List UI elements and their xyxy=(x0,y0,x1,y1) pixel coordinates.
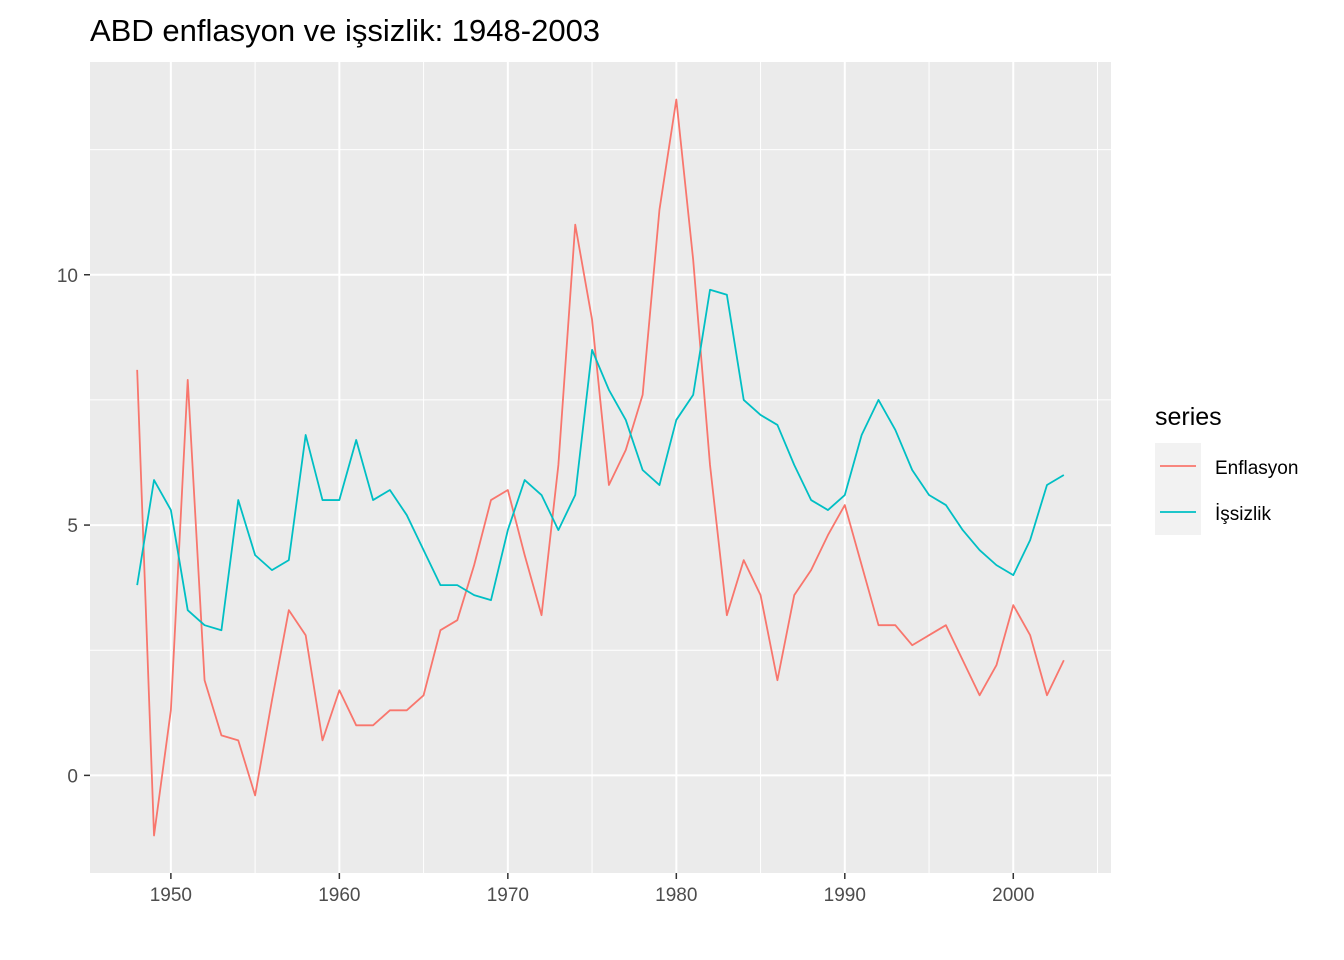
series-lines xyxy=(136,98,1065,837)
series-line-0 xyxy=(136,98,1065,837)
y-tick-label-2: 10 xyxy=(57,266,78,287)
chart-title: ABD enflasyon ve işsizlik: 1948-2003 xyxy=(90,13,600,48)
x-tick-label-0: 1950 xyxy=(150,885,192,906)
x-tick-label-5: 2000 xyxy=(992,885,1034,906)
x-axis: 1950 1960 1970 1980 1990 2000 xyxy=(150,873,1034,906)
y-tick-label-1: 5 xyxy=(67,516,78,537)
series-line-1 xyxy=(136,288,1065,632)
grid-minor xyxy=(86,62,1111,902)
x-tick-label-3: 1980 xyxy=(655,885,697,906)
y-tick-label-0: 0 xyxy=(67,766,78,787)
x-tick-label-1: 1960 xyxy=(318,885,360,906)
x-tick-label-4: 1990 xyxy=(824,885,866,906)
x-tick-label-2: 1970 xyxy=(487,885,529,906)
plot-panel xyxy=(90,62,1111,873)
legend-label-enflasyon: Enflasyon xyxy=(1215,458,1298,479)
legend: series Enflasyon İşsizlik xyxy=(1155,403,1298,535)
legend-title: series xyxy=(1155,403,1222,431)
grid-major xyxy=(90,62,1111,873)
y-axis: 0 5 10 xyxy=(57,266,90,787)
legend-label-issizlik: İşsizlik xyxy=(1215,504,1271,525)
